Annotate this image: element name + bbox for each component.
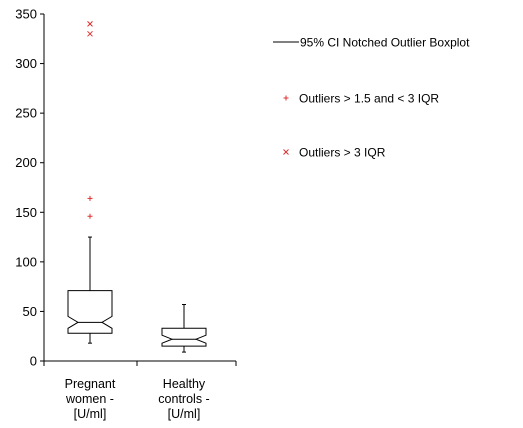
box-series-2 <box>161 303 207 353</box>
x-category-label-line: Pregnant <box>65 377 116 391</box>
legend-label: Outliers > 3 IQR <box>299 146 386 160</box>
y-tick-label: 350 <box>15 7 37 22</box>
y-tick-label: 100 <box>15 254 37 269</box>
x-category-label-line: Healthy <box>163 377 206 391</box>
legend-item-3: Outliers > 3 IQR <box>283 146 386 160</box>
legend-item-1: 95% CI Notched Outlier Boxplot <box>273 36 470 50</box>
outlier-extreme-marker <box>87 30 93 37</box>
outlier-extreme-d2 <box>87 21 93 27</box>
y-tick-label: 0 <box>30 354 37 369</box>
legend-cross-d2 <box>283 149 289 155</box>
y-tick-label: 50 <box>23 304 37 319</box>
x-category-label-line: [U/ml] <box>168 407 201 421</box>
outlier-extreme-marker <box>87 21 93 27</box>
outlier-mild-marker <box>87 213 93 219</box>
legend: 95% CI Notched Outlier Boxplot Outliers >… <box>273 36 470 160</box>
legend-label: 95% CI Notched Outlier Boxplot <box>300 36 470 50</box>
legend-item-2: Outliers > 1.5 and < 3 IQR <box>283 92 439 106</box>
y-tick-label: 150 <box>15 205 37 220</box>
y-tick-label: 300 <box>15 56 37 71</box>
y-tick-label: 250 <box>15 106 37 121</box>
x-category-label: Pregnant women -[U/ml] <box>65 377 116 421</box>
x-category-label-line: controls - <box>158 392 209 406</box>
y-tick-label: 200 <box>15 155 37 170</box>
x-category-label: Healthy controls -[U/ml] <box>158 377 209 421</box>
x-category-label-line: women - <box>65 392 114 406</box>
box-series-1 <box>67 21 113 344</box>
x-category-label-line: [U/ml] <box>74 407 107 421</box>
outlier-extreme-d2 <box>87 30 93 37</box>
notched-box <box>161 327 207 347</box>
notched-box <box>67 290 113 334</box>
outlier-mild-marker <box>87 195 93 201</box>
legend-label: Outliers > 1.5 and < 3 IQR <box>299 92 439 106</box>
